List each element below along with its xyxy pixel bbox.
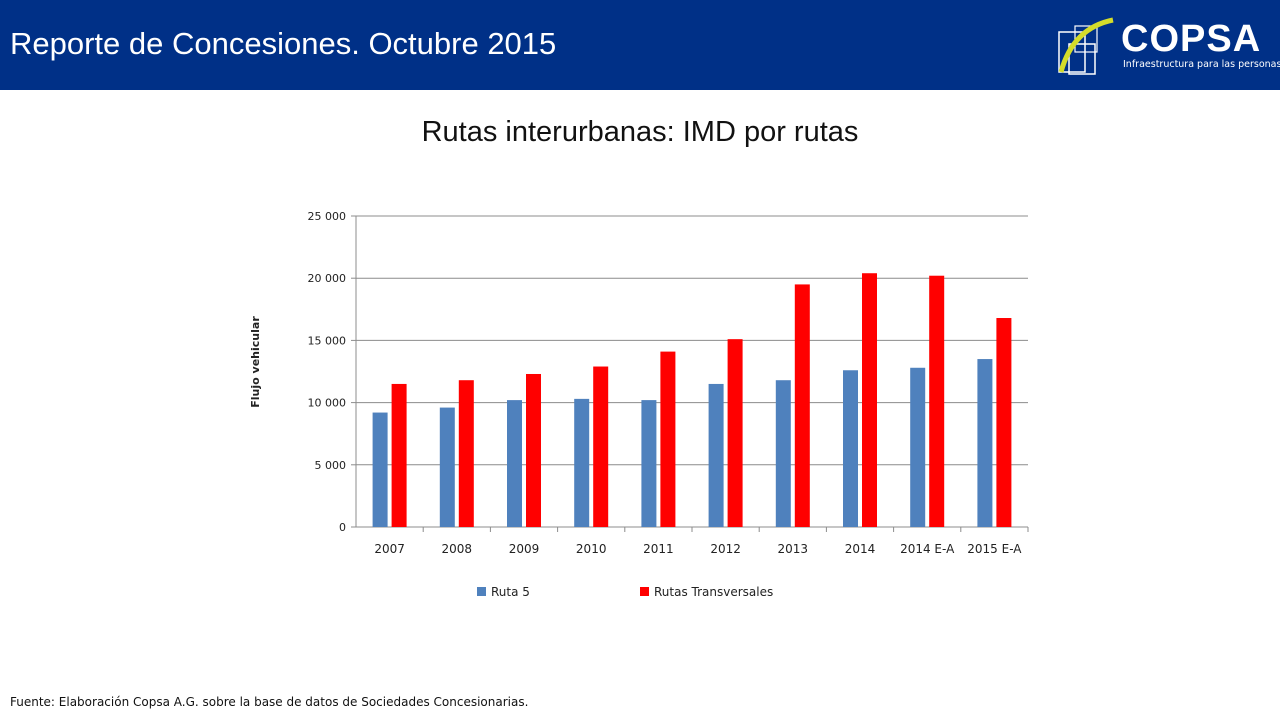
bar-ruta-5 — [574, 398, 590, 527]
copsa-logo: COPSA Infraestructura para las personas — [1055, 14, 1280, 78]
legend-label: Rutas Transversales — [654, 585, 773, 599]
x-tick-label: 2012 — [710, 542, 741, 556]
y-tick-label: 15 000 — [308, 334, 347, 347]
y-tick-label: 5 000 — [315, 459, 347, 472]
x-tick-label: 2008 — [442, 542, 473, 556]
bar-ruta-5 — [641, 400, 657, 527]
bar-ruta-5 — [910, 367, 926, 527]
page-title: Reporte de Concesiones. Octubre 2015 — [10, 26, 557, 61]
bar-rutas-transversales — [727, 339, 743, 527]
bar-rutas-transversales — [526, 373, 541, 527]
bar-rutas-transversales — [794, 284, 810, 527]
x-tick-label: 2007 — [374, 542, 405, 556]
y-tick-label: 25 000 — [308, 210, 347, 223]
y-tick-label: 10 000 — [308, 397, 347, 410]
bar-rutas-transversales — [660, 351, 676, 527]
x-tick-label: 2014 — [845, 542, 876, 556]
bar-ruta-5 — [977, 359, 993, 527]
y-tick-label: 0 — [339, 521, 346, 534]
bar-rutas-transversales — [929, 275, 945, 527]
y-axis-label: Flujo vehicular — [249, 316, 262, 408]
bar-rutas-transversales — [862, 273, 877, 527]
y-tick-label: 20 000 — [308, 272, 347, 285]
bar-ruta-5 — [439, 407, 455, 527]
logo-tagline: Infraestructura para las personas — [1123, 59, 1280, 70]
x-tick-label: 2013 — [778, 542, 809, 556]
bar-ruta-5 — [708, 383, 724, 527]
legend-swatch — [477, 587, 486, 596]
logo-wordmark: COPSA — [1121, 18, 1262, 60]
legend-swatch — [640, 587, 649, 596]
bar-rutas-transversales — [996, 318, 1012, 527]
bar-ruta-5 — [775, 380, 791, 527]
bar-ruta-5 — [507, 400, 522, 527]
bar-rutas-transversales — [593, 366, 609, 527]
bar-ruta-5 — [843, 370, 858, 527]
bar-rutas-transversales — [391, 383, 407, 527]
bar-rutas-transversales — [458, 380, 474, 527]
x-tick-label: 2009 — [509, 542, 540, 556]
chart-title: Rutas interurbanas: IMD por rutas — [421, 116, 859, 148]
x-tick-label: 2014 E-A — [900, 542, 955, 556]
x-tick-label: 2010 — [576, 542, 607, 556]
source-note: Fuente: Elaboración Copsa A.G. sobre la … — [10, 695, 529, 709]
x-tick-label: 2015 E-A — [967, 542, 1022, 556]
header-bar: Reporte de Concesiones. Octubre 2015 COP… — [0, 0, 1280, 90]
copsa-logo-mark-icon — [1058, 17, 1114, 75]
bar-ruta-5 — [372, 412, 388, 527]
x-tick-label: 2011 — [643, 542, 674, 556]
legend-label: Ruta 5 — [491, 585, 530, 599]
